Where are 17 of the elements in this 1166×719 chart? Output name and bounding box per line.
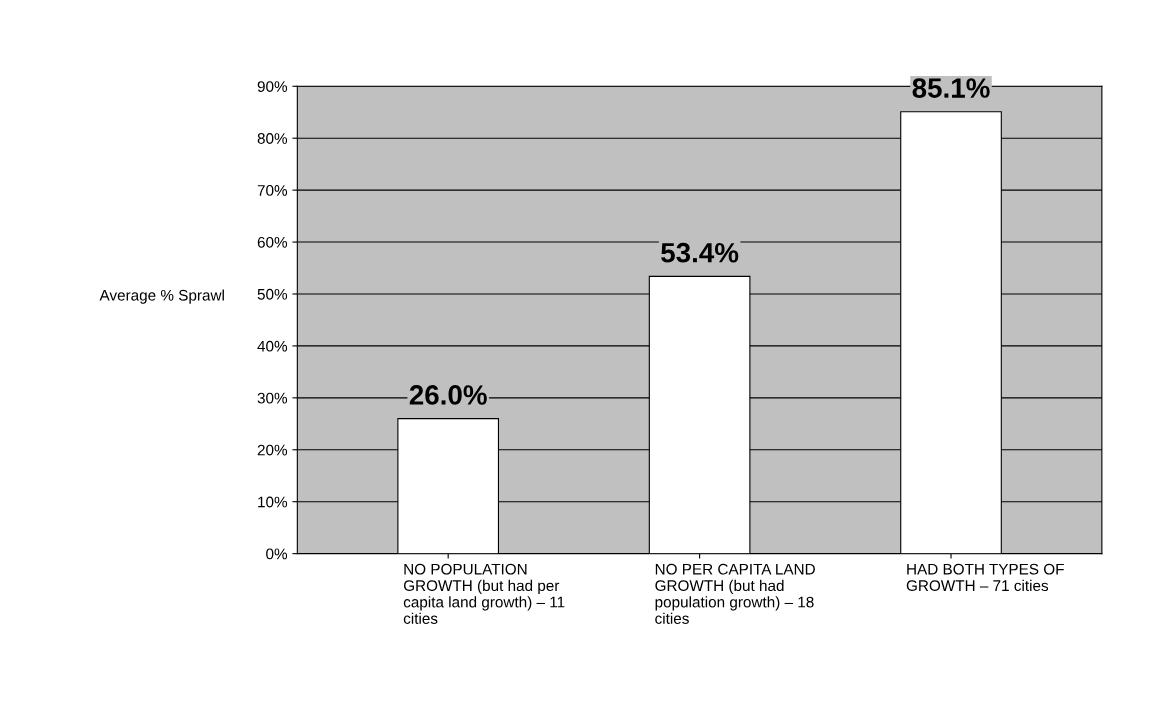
data-label: 85.1% [912, 78, 990, 98]
x-tick-label: NO PER CAPITA LAND GROWTH (but had population growth) – 18 cities [655, 563, 815, 624]
data-label: 53.4% [661, 242, 739, 263]
y-tick-label: 50% [257, 288, 288, 300]
y-tick-label: 90% [257, 81, 288, 92]
y-tick-label: 80% [257, 133, 288, 144]
y-tick-label: 40% [257, 340, 288, 352]
y-tick-label: 0% [266, 548, 288, 560]
y-tick-label: 10% [258, 496, 288, 508]
y-tick-label: 60% [257, 236, 288, 248]
y-tick-label: 20% [257, 444, 288, 456]
y-axis-title: Average % Sprawl [99, 289, 224, 304]
x-tick-label: NO POPULATION GROWTH (but had per capita land growth) – 11 cities [403, 563, 565, 624]
x-tick-label: HAD BOTH TYPES OF GROWTH – 71 cities [906, 563, 1064, 592]
y-tick-label: 70% [257, 185, 288, 196]
data-label: 26.0% [409, 385, 487, 405]
y-tick-label: 30% [257, 392, 288, 404]
